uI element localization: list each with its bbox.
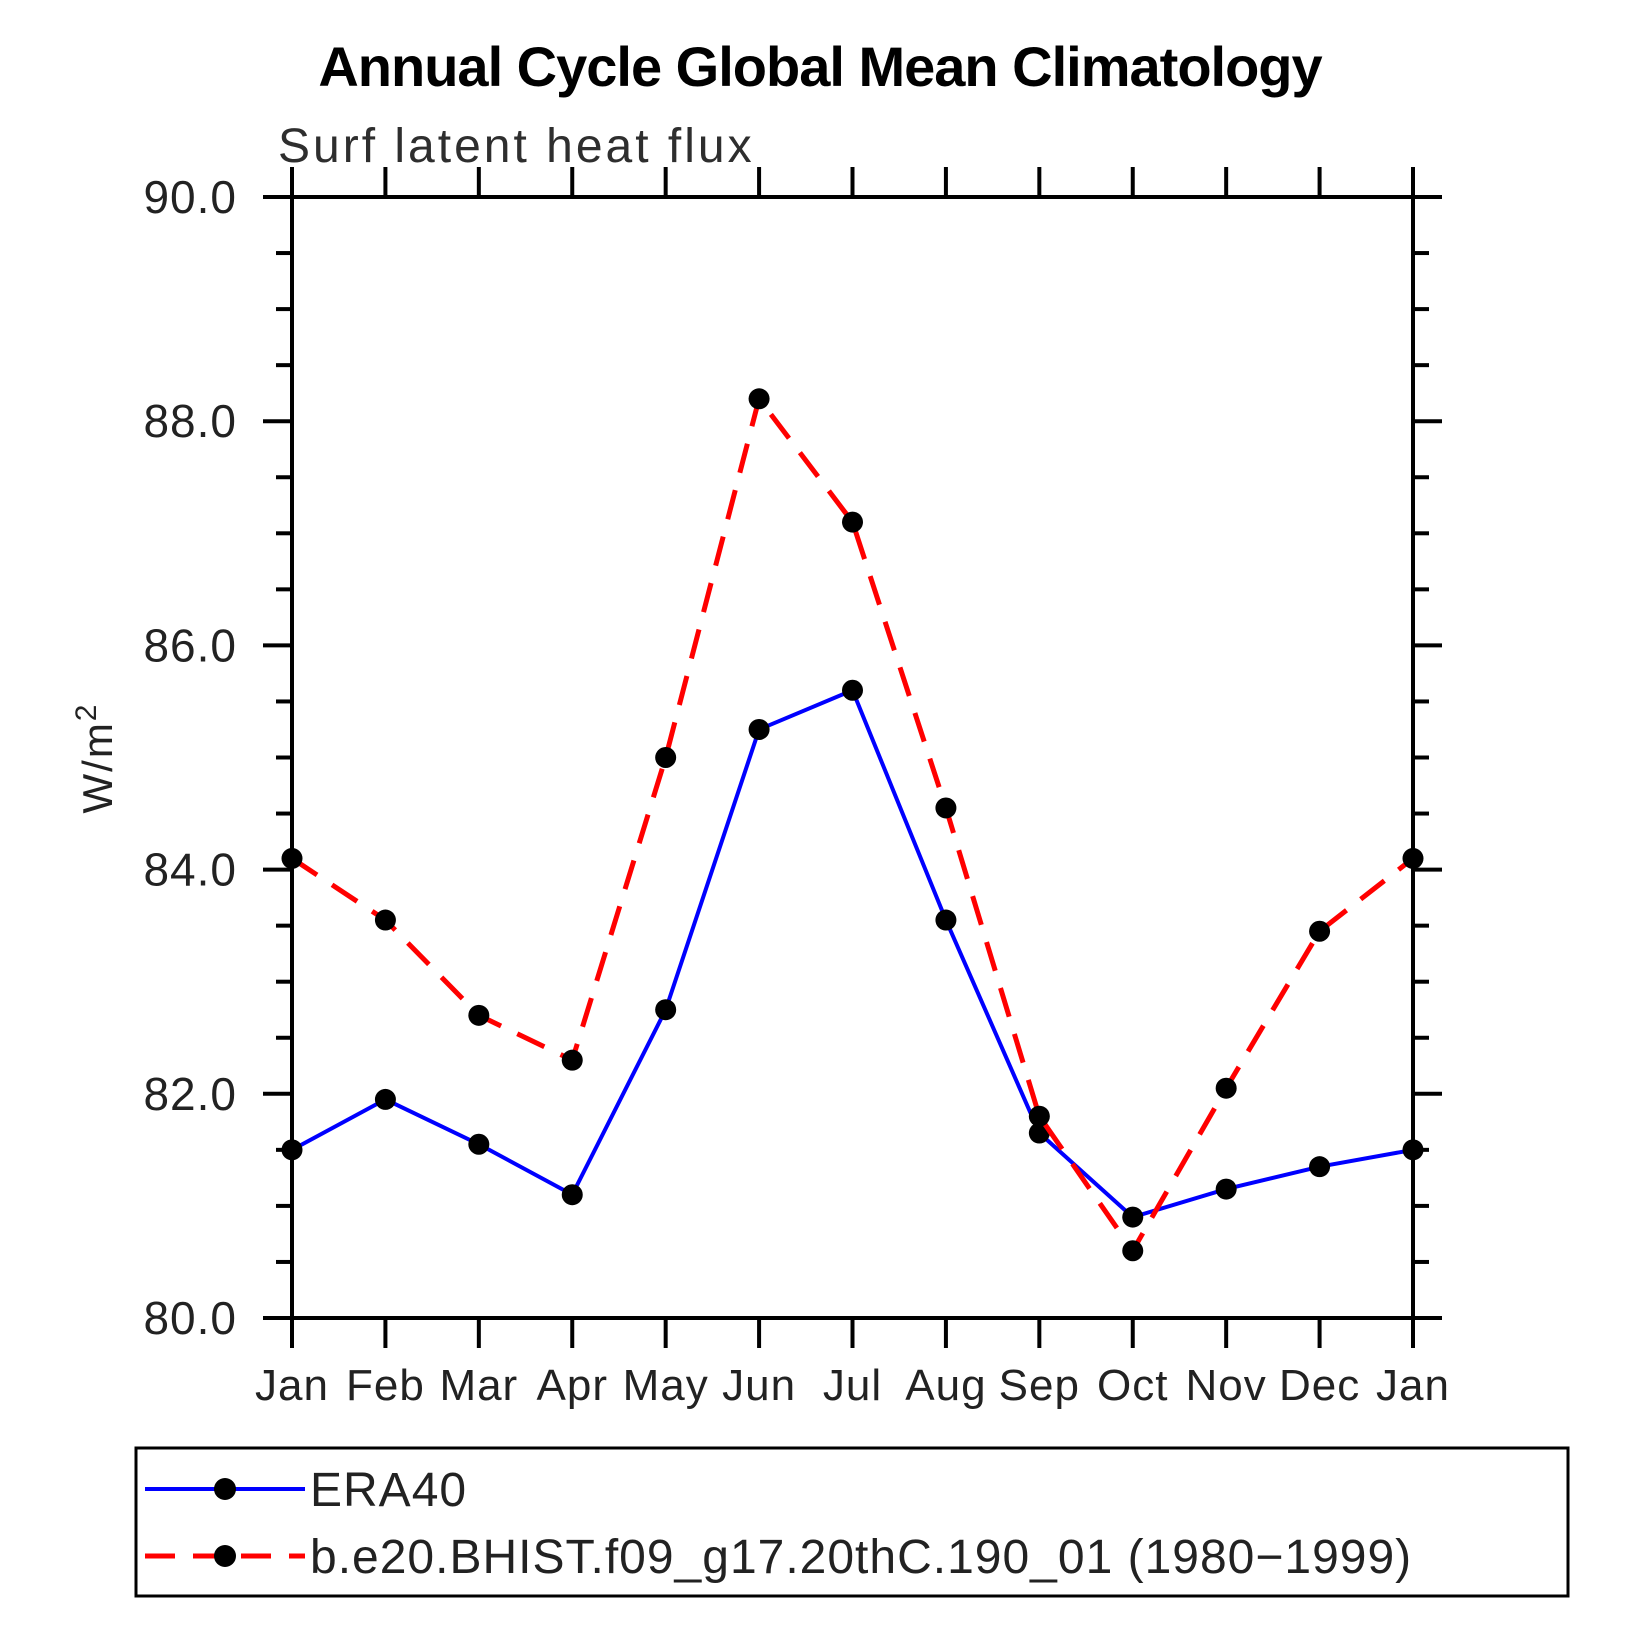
x-tick-label: Jul [823,1361,882,1410]
y-axis-tick-labels: 90.0 88.0 86.0 84.0 82.0 80.0 [143,171,237,1344]
data-point [374,909,396,931]
x-tick-label: Dec [1279,1361,1360,1410]
x-axis-tick-labels: Jan Feb Mar Apr May Jun Jul Aug Sep Oct Nov Dec Jan [255,1361,1450,1410]
x-tick-label: Apr [537,1361,608,1410]
y-tick-label: 88.0 [143,395,237,447]
x-tick-label: Sep [999,1361,1080,1410]
data-point [655,999,677,1021]
data-point [374,1088,396,1110]
legend-marker-1 [214,1545,236,1567]
x-tick-label: Feb [346,1361,425,1410]
data-point [935,797,957,819]
data-point [842,679,863,701]
legend-label-1: b.e20.BHIST.f09_g17.20thC.190_01 (1980−1… [310,1531,1412,1584]
legend: ERA40 b.e20.BHIST.f09_g17.20thC.190_01 (1… [134,1446,1570,1598]
data-point [842,511,863,533]
data-point [1028,1105,1050,1127]
data-point [281,1139,303,1161]
y-tick-label: 86.0 [143,619,237,671]
data-point [468,1133,490,1155]
x-tick-label: Oct [1097,1361,1168,1410]
data-point [1215,1178,1237,1200]
data-point [1122,1206,1144,1228]
data-point [1402,847,1424,869]
data-point [1122,1240,1144,1262]
chart-subtitle: Surf latent heat flux [278,120,755,173]
legend-label-0: ERA40 [310,1464,467,1517]
y-axis-title-main: W/m [74,721,121,813]
series-line-0 [291,687,1414,1220]
axes [263,167,1442,1348]
data-point [748,388,770,410]
x-tick-label: Jun [722,1361,796,1410]
x-tick-label: May [623,1361,709,1410]
data-point [1402,1139,1424,1161]
data-point [1309,920,1331,942]
y-axis-title-exponent: 2 [70,703,103,722]
y-tick-label: 90.0 [143,171,237,223]
data-point [655,747,677,768]
chart-title: Annual Cycle Global Mean Climatology [318,35,1322,98]
data-point [468,1004,490,1026]
x-tick-label: Nov [1186,1361,1267,1410]
data-point [561,1184,583,1206]
data-point [935,909,957,931]
data-series [281,388,1424,1262]
data-point [281,847,303,869]
data-point [748,718,770,740]
legend-marker-0 [214,1478,236,1500]
x-tick-label: Jan [255,1361,329,1410]
data-point [1215,1077,1237,1099]
data-point [561,1049,583,1071]
y-tick-label: 80.0 [143,1292,237,1344]
x-tick-label: Mar [439,1361,518,1410]
data-point [1309,1156,1331,1178]
y-tick-label: 84.0 [143,844,237,896]
x-tick-label: Aug [905,1361,986,1410]
y-tick-label: 82.0 [143,1068,237,1120]
legend-box [134,1446,1570,1598]
x-tick-label: Jan [1376,1361,1450,1410]
y-axis-title: W/m2 [70,703,121,814]
